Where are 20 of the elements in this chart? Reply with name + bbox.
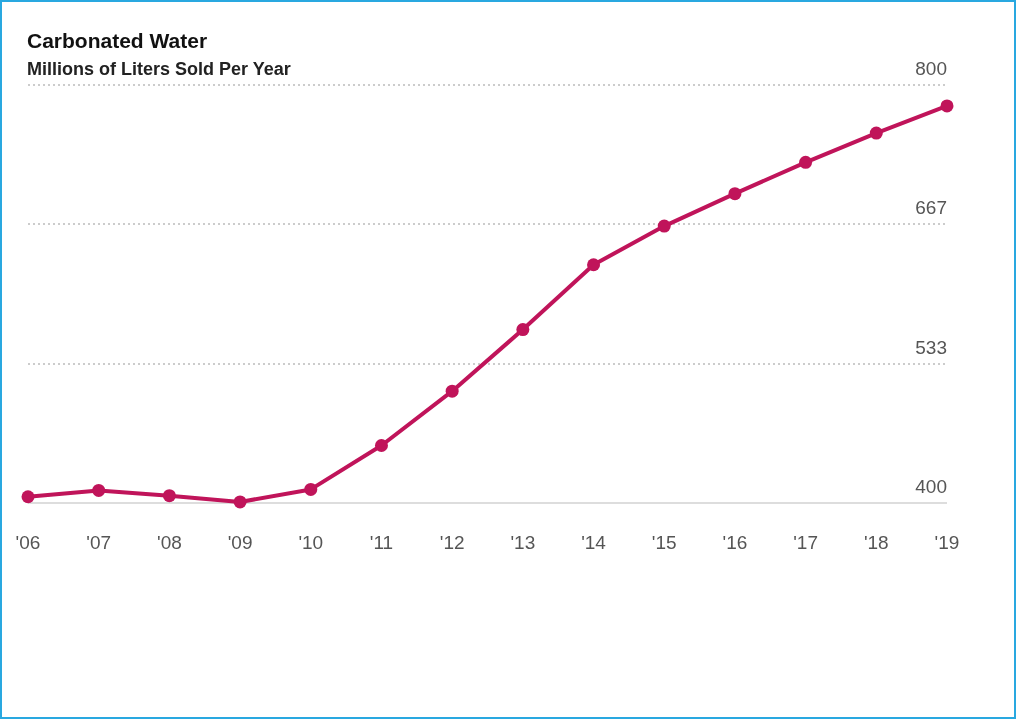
x-tick-label: '10 bbox=[298, 532, 324, 553]
x-tick-label: '07 bbox=[86, 532, 112, 553]
y-tick-label: 400 bbox=[915, 476, 947, 497]
x-tick-label: '14 bbox=[581, 532, 607, 553]
chart-title: Carbonated Water bbox=[27, 29, 208, 52]
y-tick-label: 667 bbox=[915, 196, 947, 218]
y-tick-label: 533 bbox=[915, 337, 947, 359]
x-tick-label: '11 bbox=[369, 532, 394, 553]
x-tick-label: '13 bbox=[510, 532, 536, 553]
x-tick-label: '19 bbox=[934, 532, 960, 553]
x-tick-label: '09 bbox=[227, 532, 253, 553]
x-tick-label: '16 bbox=[722, 532, 748, 553]
x-tick-label: '18 bbox=[863, 532, 889, 553]
x-tick-label: '17 bbox=[793, 532, 818, 553]
x-tick-label: '06 bbox=[15, 532, 41, 553]
x-tick-label: '15 bbox=[651, 532, 677, 553]
x-tick-label: '08 bbox=[157, 532, 182, 553]
y-tick-label: 800 bbox=[915, 58, 947, 79]
x-tick-label: '12 bbox=[439, 532, 465, 553]
chart-subtitle: Millions of Liters Sold Per Year bbox=[27, 59, 291, 79]
